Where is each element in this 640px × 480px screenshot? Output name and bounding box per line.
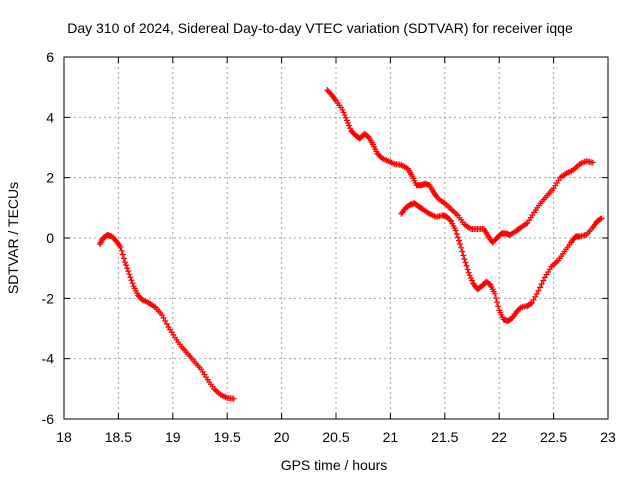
data-point bbox=[118, 247, 125, 254]
data-point bbox=[466, 272, 473, 279]
x-tick-label: 19.5 bbox=[214, 429, 241, 445]
tick-layer bbox=[63, 56, 609, 420]
data-point bbox=[457, 241, 464, 248]
data-point bbox=[340, 109, 347, 116]
data-point bbox=[454, 234, 461, 241]
data-point bbox=[527, 300, 534, 307]
data-point bbox=[491, 290, 498, 297]
data-point bbox=[528, 299, 535, 306]
data-point bbox=[343, 117, 350, 124]
x-tick-label: 20.5 bbox=[322, 429, 349, 445]
data-point bbox=[461, 256, 468, 263]
data-point bbox=[160, 314, 167, 321]
data-point bbox=[128, 277, 135, 284]
x-tick-label: 22.5 bbox=[540, 429, 567, 445]
data-point bbox=[537, 284, 543, 291]
data-point bbox=[463, 262, 470, 269]
data-point bbox=[163, 320, 170, 327]
data-point bbox=[347, 125, 354, 132]
y-tick-label: -2 bbox=[42, 290, 55, 306]
data-point bbox=[465, 269, 472, 276]
data-point bbox=[494, 299, 501, 306]
chart-title: Day 310 of 2024, Sidereal Day-to-day VTE… bbox=[67, 20, 573, 36]
data-point bbox=[486, 281, 493, 288]
data-point bbox=[462, 259, 469, 266]
data-point bbox=[460, 252, 467, 259]
x-tick-label: 19 bbox=[165, 429, 181, 445]
data-point bbox=[535, 287, 542, 294]
data-point bbox=[119, 251, 126, 258]
data-point bbox=[459, 248, 466, 255]
data-point bbox=[230, 395, 237, 402]
data-point bbox=[458, 244, 465, 251]
data-point bbox=[447, 217, 454, 224]
x-tick-label: 22 bbox=[491, 429, 507, 445]
x-tick-label: 23 bbox=[600, 429, 616, 445]
data-point bbox=[467, 274, 474, 281]
y-axis-title: SDTVAR / TECUs bbox=[5, 182, 21, 294]
data-point bbox=[597, 216, 604, 223]
x-tick-label: 21 bbox=[383, 429, 399, 445]
series-segment-1 bbox=[96, 231, 237, 402]
series-segment-2 bbox=[324, 87, 596, 246]
data-point bbox=[530, 296, 537, 303]
data-point bbox=[464, 266, 471, 273]
x-tick-label: 18 bbox=[56, 429, 72, 445]
x-tick-label: 18.5 bbox=[105, 429, 132, 445]
data-point bbox=[492, 294, 499, 301]
x-tick-label: 20 bbox=[274, 429, 290, 445]
data-point bbox=[121, 259, 128, 266]
data-point bbox=[125, 268, 132, 275]
y-tick-label: -4 bbox=[42, 351, 55, 367]
x-axis-title: GPS time / hours bbox=[281, 457, 388, 473]
tick-label-layer: 18 18.5 19 19.5 20 20.5 21 21.5 22 22.5 23 -6 -4 -2 0 2… bbox=[42, 49, 616, 445]
series-segment-3 bbox=[398, 200, 605, 324]
data-point bbox=[127, 274, 134, 281]
data-point bbox=[162, 317, 169, 324]
data-layer bbox=[96, 87, 605, 402]
data-point bbox=[453, 230, 460, 237]
data-point bbox=[342, 114, 349, 121]
data-point bbox=[344, 119, 351, 126]
grid-layer bbox=[64, 57, 608, 419]
data-point bbox=[469, 277, 475, 284]
data-point bbox=[123, 262, 130, 269]
x-tick-label: 21.5 bbox=[431, 429, 458, 445]
data-point bbox=[538, 281, 545, 288]
data-point bbox=[339, 106, 346, 113]
data-point bbox=[126, 271, 133, 278]
data-point bbox=[598, 215, 605, 222]
data-point bbox=[452, 227, 459, 234]
y-tick-label: -6 bbox=[42, 411, 55, 427]
data-point bbox=[532, 293, 539, 300]
data-point bbox=[346, 122, 353, 129]
data-point bbox=[124, 265, 131, 272]
y-tick-label: 4 bbox=[46, 109, 54, 125]
data-point bbox=[533, 290, 540, 297]
y-tick-label: 0 bbox=[46, 230, 54, 246]
data-point bbox=[341, 112, 348, 119]
data-point bbox=[589, 159, 596, 166]
data-point bbox=[158, 311, 165, 318]
data-point bbox=[129, 280, 136, 287]
data-point bbox=[120, 255, 127, 262]
data-point bbox=[455, 237, 462, 244]
data-point bbox=[495, 303, 502, 310]
y-tick-label: 6 bbox=[46, 49, 54, 65]
y-tick-label: 2 bbox=[46, 170, 54, 186]
data-point bbox=[540, 277, 547, 284]
data-point bbox=[117, 244, 124, 251]
